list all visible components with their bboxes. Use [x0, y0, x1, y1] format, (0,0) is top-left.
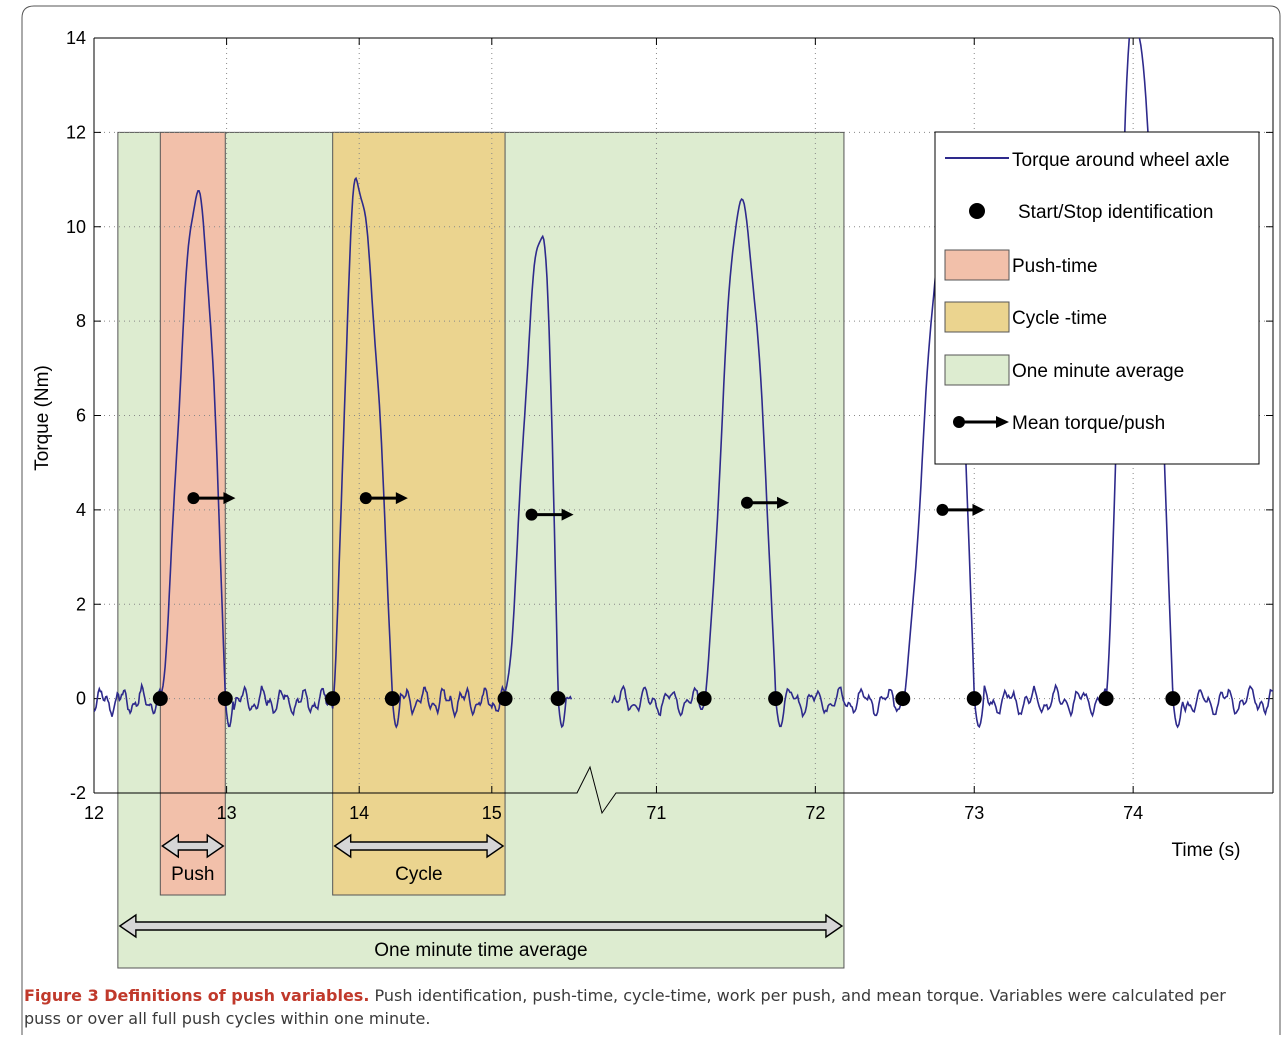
x-tick-label: 74 [1123, 803, 1143, 823]
legend-label: One minute average [1012, 361, 1184, 382]
start-stop-point [1098, 691, 1114, 707]
legend-swatch-patch [944, 354, 1010, 386]
caption-title: Figure 3 Definitions of push variables. [24, 986, 370, 1005]
torque-line-segment-2 [611, 38, 1273, 729]
x-axis-label: Time (s) [1172, 840, 1241, 861]
x-tick-label: 71 [646, 803, 666, 823]
start-stop-points [152, 691, 1181, 707]
one-minute-duration-arrow [118, 913, 844, 939]
start-stop-point [217, 691, 233, 707]
torque-series-line [94, 38, 1273, 729]
legend-label: Push-time [1012, 256, 1098, 277]
start-stop-point [768, 691, 784, 707]
y-tick-label: 12 [66, 122, 86, 142]
legend-label: Cycle -time [1012, 308, 1107, 329]
y-tick-label: 4 [76, 500, 86, 520]
start-stop-point [696, 691, 712, 707]
legend-swatch-patch [944, 249, 1010, 281]
figure-border [21, 5, 1281, 1035]
legend-swatch-patch [944, 301, 1010, 333]
legend-swatch-arrow-head [996, 416, 1009, 428]
shaded-regions [117, 131, 845, 969]
start-stop-point [550, 691, 566, 707]
start-stop-point [497, 691, 513, 707]
y-tick-label: 14 [66, 28, 86, 48]
x-tick-label: 12 [84, 803, 104, 823]
y-tick-label: 10 [66, 217, 86, 237]
y-tick-label: 2 [76, 594, 86, 614]
legend-box [934, 131, 1260, 465]
y-tick-label: 6 [76, 406, 86, 426]
mean-torque-arrows [187, 492, 985, 521]
mean-torque-arrow-head [395, 492, 408, 505]
mean-torque-arrow-head [777, 496, 790, 509]
mean-torque-arrow-head [561, 508, 574, 521]
y-tick-label: 0 [76, 689, 86, 709]
push-region-label: Push [171, 864, 214, 885]
cycle-region-label: Cycle [395, 864, 443, 885]
torque-line-segment-1 [94, 176, 573, 729]
legend: Torque around wheel axle Start/Stop ident… [934, 131, 1260, 465]
y-tick-labels: -2 0 2 4 6 8 10 12 14 [66, 28, 86, 803]
legend-label: Mean torque/push [1012, 413, 1165, 434]
mean-torque-arrow-head [972, 503, 985, 516]
bottom-axis-line [94, 765, 1273, 815]
start-stop-point [1165, 691, 1181, 707]
start-stop-point [152, 691, 168, 707]
one-minute-region-label: One minute time average [374, 940, 587, 961]
start-stop-point [895, 691, 911, 707]
x-tick-label: 15 [482, 803, 502, 823]
mean-torque-arrow-head [223, 492, 236, 505]
push-duration-arrow [161, 833, 225, 859]
figure-caption: Figure 3 Definitions of push variables. … [24, 984, 1264, 1030]
legend-swatch-dot [969, 203, 985, 219]
region-push-time [159, 131, 226, 896]
region-cycle-time [332, 131, 506, 896]
y-axis-label: Torque (Nm) [32, 365, 53, 471]
start-stop-point [325, 691, 341, 707]
duration-arrows: Push Cycle One minute time average [118, 833, 844, 961]
legend-label: Torque around wheel axle [1012, 150, 1230, 171]
caption-text: Push identification, push-time, cycle-ti… [24, 986, 1226, 1028]
x-tick-label: 73 [964, 803, 984, 823]
x-tick-label: 14 [349, 803, 369, 823]
x-tick-label: 13 [217, 803, 237, 823]
start-stop-point [384, 691, 400, 707]
legend-label: Start/Stop identification [1018, 202, 1213, 223]
start-stop-point [966, 691, 982, 707]
x-tick-labels: 121314157172737475 [84, 803, 1143, 823]
x-tick-label: 72 [805, 803, 825, 823]
y-tick-label: 8 [76, 311, 86, 331]
cycle-duration-arrow [333, 833, 505, 859]
y-tick-label: -2 [70, 783, 86, 803]
